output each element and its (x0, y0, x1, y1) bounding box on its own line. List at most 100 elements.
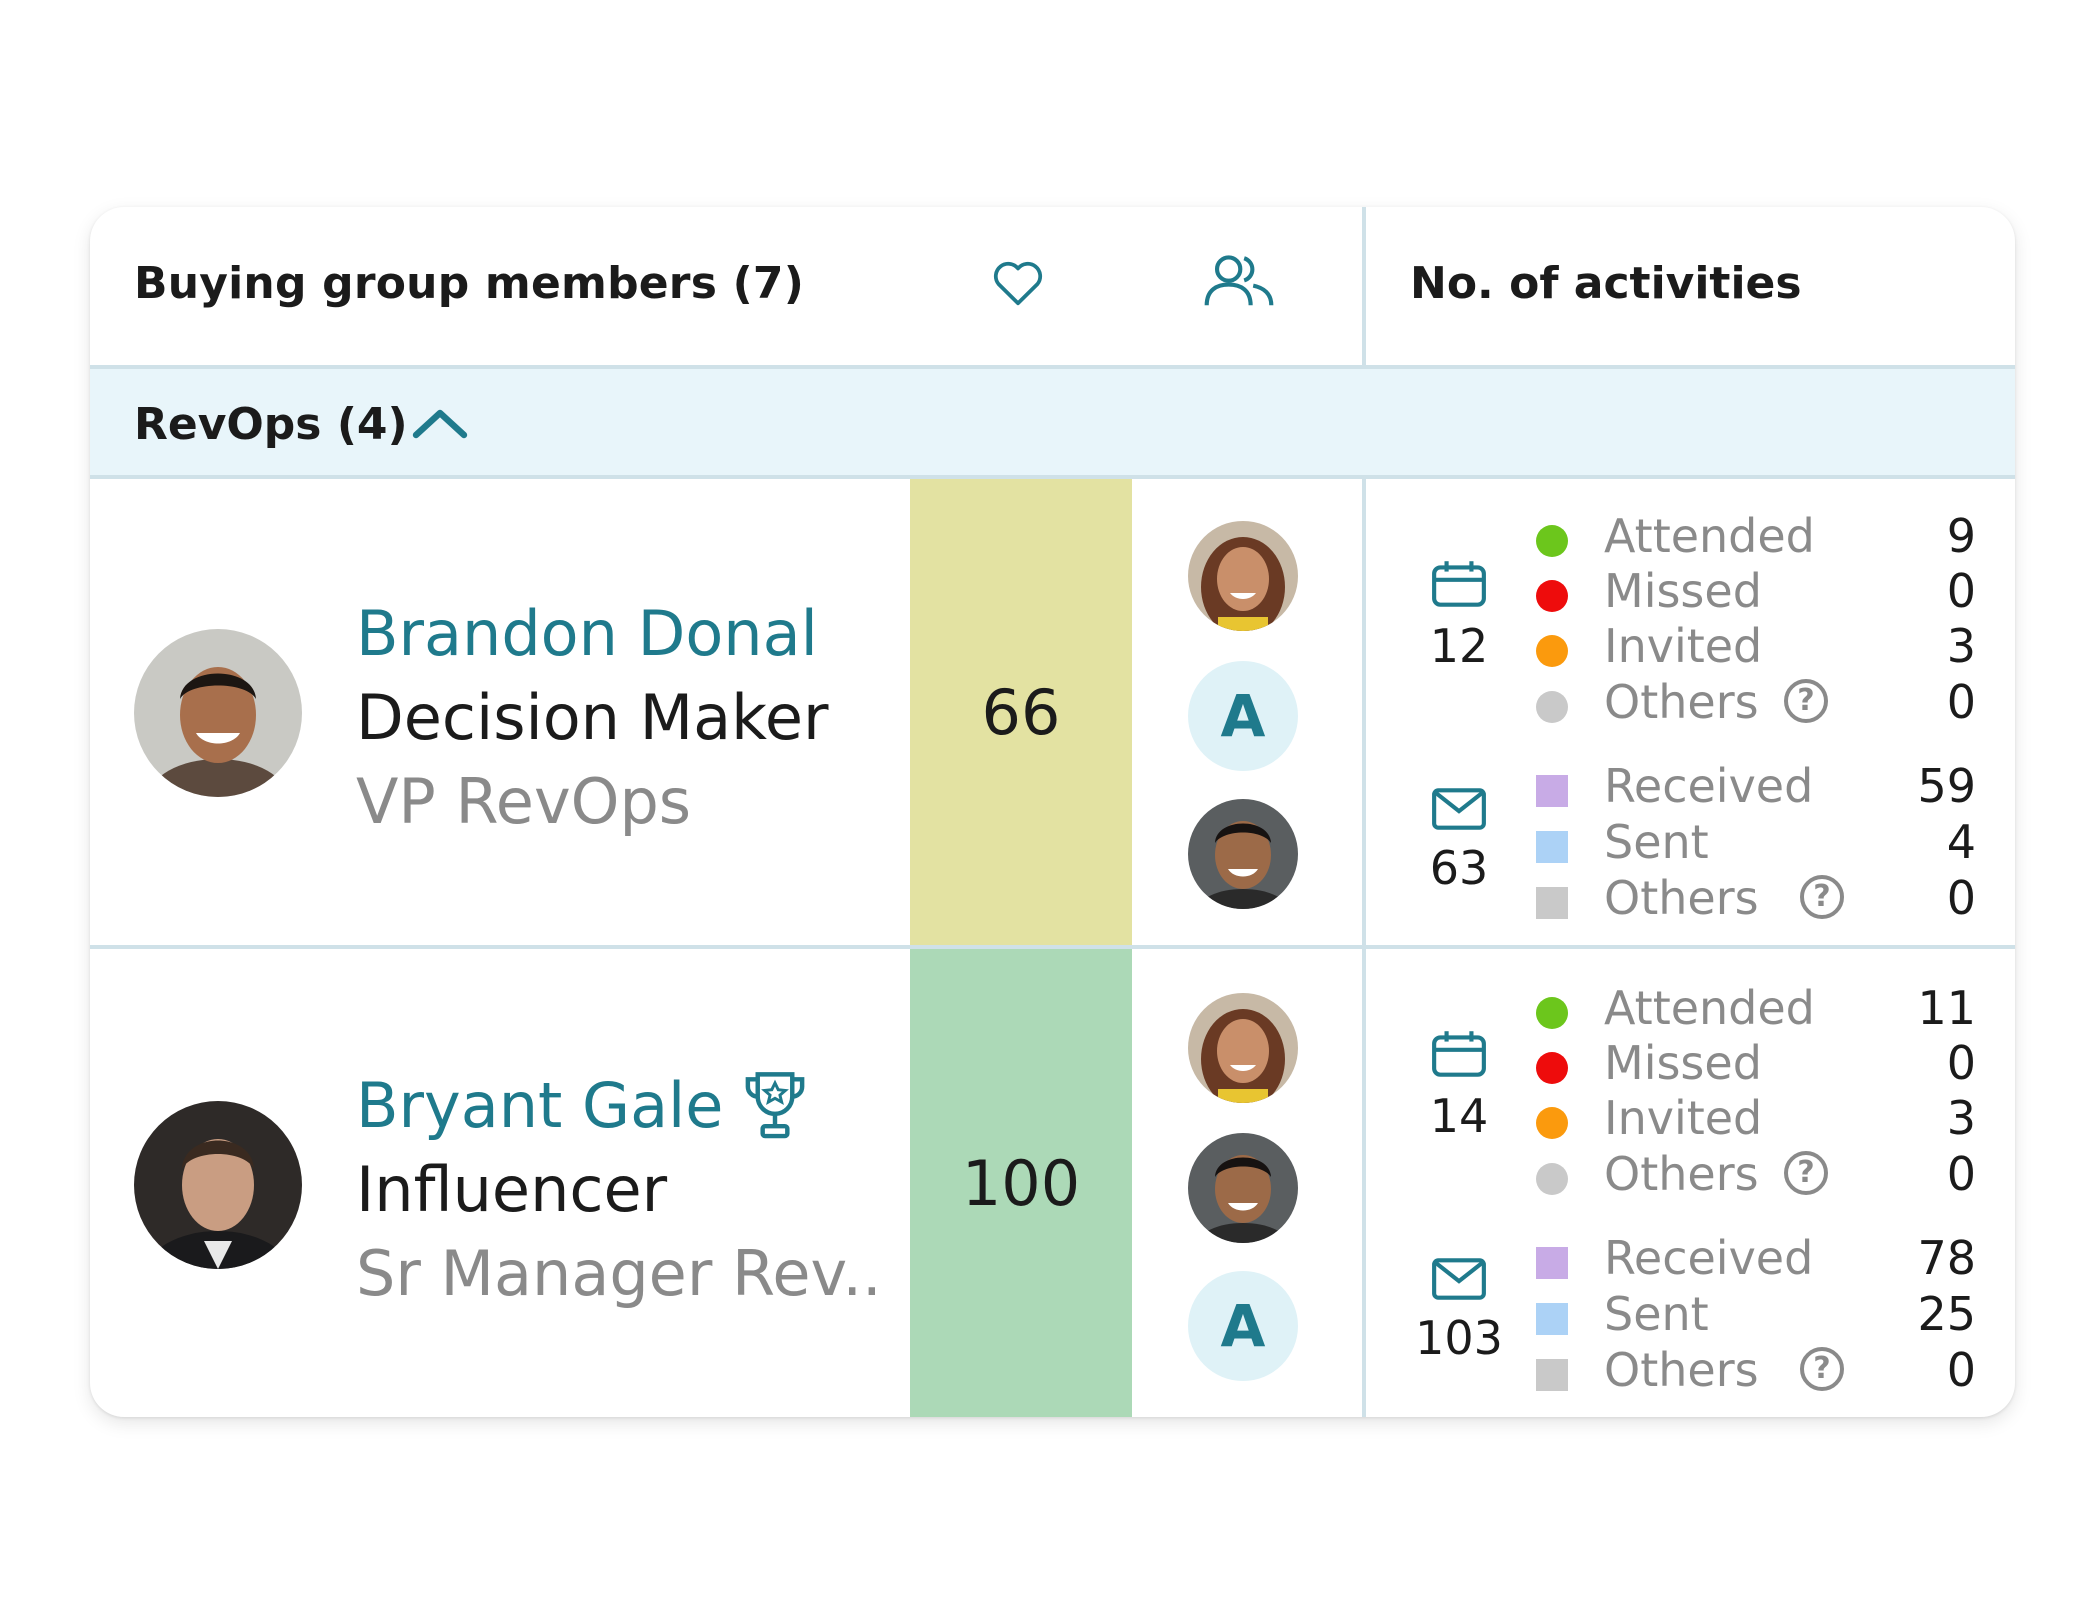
trophy-icon (745, 1072, 805, 1139)
legend-label: Others (1604, 1147, 1759, 1201)
legend-label: Attended (1604, 509, 1815, 563)
attended-dot (1536, 525, 1568, 557)
legend-invited: Invited 3 (1536, 619, 1976, 675)
mail-icon (1432, 1258, 1486, 1300)
divider (90, 475, 2015, 479)
legend-attended: Attended 11 (1536, 981, 1976, 1037)
chevron-up-icon[interactable] (410, 405, 470, 441)
emails-count: 103 (1415, 1311, 1503, 1365)
contact-avatar[interactable] (1188, 993, 1298, 1103)
legend-value: 0 (1946, 1036, 1976, 1090)
legend-label: Sent (1604, 815, 1709, 869)
legend-email-others: Others ? 0 (1536, 871, 1976, 927)
table-row[interactable]: Brandon Donal Decision Maker VP RevOps 6… (90, 479, 2015, 945)
legend-value: 3 (1946, 619, 1976, 673)
people-icon[interactable] (1200, 251, 1278, 313)
legend-label: Attended (1604, 981, 1815, 1035)
legend-label: Received (1604, 1231, 1814, 1285)
header-column-divider (1362, 207, 1366, 365)
legend-value: 11 (1917, 981, 1976, 1035)
legend-label: Invited (1604, 1091, 1763, 1145)
legend-value: 25 (1917, 1287, 1976, 1341)
others-dot (1536, 691, 1568, 723)
legend-received: Received 78 (1536, 1231, 1976, 1287)
legend-sent: Sent 4 (1536, 815, 1976, 871)
missed-dot (1536, 1052, 1568, 1084)
legend-value: 0 (1946, 1147, 1976, 1201)
divider (90, 365, 2015, 369)
group-row-revops[interactable]: RevOps (4) (90, 369, 2015, 475)
meetings-count: 12 (1429, 619, 1489, 673)
help-icon[interactable]: ? (1800, 1347, 1844, 1391)
member-name[interactable]: Brandon Donal (356, 597, 818, 670)
legend-value: 78 (1917, 1231, 1976, 1285)
invited-dot (1536, 635, 1568, 667)
legend-others: Others ? 0 (1536, 675, 1976, 731)
invited-dot (1536, 1107, 1568, 1139)
legend-missed: Missed 0 (1536, 564, 1976, 620)
member-name[interactable]: Bryant Gale (356, 1069, 724, 1142)
calendar-icon (1432, 561, 1486, 607)
received-swatch (1536, 1247, 1568, 1279)
calendar-icon (1432, 1031, 1486, 1077)
legend-label: Missed (1604, 564, 1762, 618)
contact-avatar[interactable] (1188, 799, 1298, 909)
legend-attended: Attended 9 (1536, 509, 1976, 565)
activities-header: No. of activities (1410, 258, 1802, 309)
help-icon[interactable]: ? (1800, 875, 1844, 919)
legend-sent: Sent 25 (1536, 1287, 1976, 1343)
missed-dot (1536, 580, 1568, 612)
engagement-score: 66 (910, 479, 1132, 945)
engagement-score: 100 (910, 949, 1132, 1417)
legend-value: 0 (1946, 1343, 1976, 1397)
contact-avatar-letter[interactable]: A (1188, 1271, 1298, 1381)
group-label: RevOps (4) (134, 399, 408, 450)
others-dot (1536, 1163, 1568, 1195)
legend-value: 9 (1946, 509, 1976, 563)
legend-label: Sent (1604, 1287, 1709, 1341)
heart-icon[interactable] (988, 252, 1048, 312)
avatar (134, 629, 302, 797)
emails-count: 63 (1429, 841, 1489, 895)
others-swatch (1536, 1359, 1568, 1391)
others-swatch (1536, 887, 1568, 919)
legend-label: Invited (1604, 619, 1763, 673)
legend-received: Received 59 (1536, 759, 1976, 815)
table-header: Buying group members (7) No. of activiti… (90, 207, 2015, 365)
member-role: Influencer (356, 1153, 668, 1226)
legend-value: 4 (1946, 815, 1976, 869)
legend-label: Others (1604, 871, 1759, 925)
legend-value: 0 (1946, 675, 1976, 729)
buying-group-card: Buying group members (7) No. of activiti… (90, 207, 2015, 1417)
attended-dot (1536, 997, 1568, 1029)
legend-others: Others ? 0 (1536, 1147, 1976, 1203)
divider (90, 945, 2015, 949)
sent-swatch (1536, 1303, 1568, 1335)
contact-avatar[interactable] (1188, 521, 1298, 631)
legend-invited: Invited 3 (1536, 1091, 1976, 1147)
legend-value: 59 (1917, 759, 1976, 813)
legend-label: Received (1604, 759, 1814, 813)
received-swatch (1536, 775, 1568, 807)
meetings-count: 14 (1429, 1089, 1489, 1143)
legend-value: 0 (1946, 871, 1976, 925)
legend-missed: Missed 0 (1536, 1036, 1976, 1092)
contact-avatar[interactable] (1188, 1133, 1298, 1243)
member-title: VP RevOps (356, 765, 692, 838)
legend-email-others: Others ? 0 (1536, 1343, 1976, 1399)
sent-swatch (1536, 831, 1568, 863)
member-role: Decision Maker (356, 681, 829, 754)
legend-value: 3 (1946, 1091, 1976, 1145)
mail-icon (1432, 788, 1486, 830)
help-icon[interactable]: ? (1784, 679, 1828, 723)
help-icon[interactable]: ? (1784, 1151, 1828, 1195)
legend-label: Others (1604, 675, 1759, 729)
buying-group-title: Buying group members (7) (134, 258, 805, 309)
member-title: Sr Manager Rev.. (356, 1237, 882, 1310)
legend-value: 0 (1946, 564, 1976, 618)
avatar (134, 1101, 302, 1269)
contact-avatar-letter[interactable]: A (1188, 661, 1298, 771)
activities-column-divider (1362, 479, 1366, 1417)
table-row[interactable]: Bryant Gale Influencer Sr Manager Rev.. … (90, 949, 2015, 1417)
legend-label: Missed (1604, 1036, 1762, 1090)
